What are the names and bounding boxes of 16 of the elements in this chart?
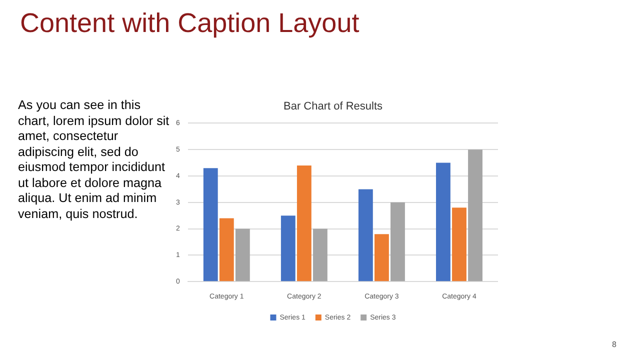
- bar: [312, 228, 328, 282]
- bar: [468, 150, 482, 282]
- bar: [280, 216, 296, 282]
- bar: [235, 228, 250, 282]
- text: 8: [612, 340, 616, 349]
- bar: [374, 234, 389, 282]
- bar: [452, 208, 466, 282]
- text: As you can see in this chart, lorem ipsum dolor sit amet, consectetur adipiscing elit, sed do eiusmod tempor incididunt ut labore et dolore magna aliqua. Ut enim ad minim veniam, quis nostrud.: [18, 98, 170, 222]
- bar: [390, 202, 405, 282]
- bar: [436, 162, 450, 282]
- text: Content with Caption Layout: [20, 8, 360, 39]
- bar: [358, 189, 373, 282]
- bar: [203, 168, 218, 282]
- bar: [219, 218, 234, 282]
- chart-title: Bar Chart of Results: [283, 100, 384, 113]
- bar: [296, 165, 312, 282]
